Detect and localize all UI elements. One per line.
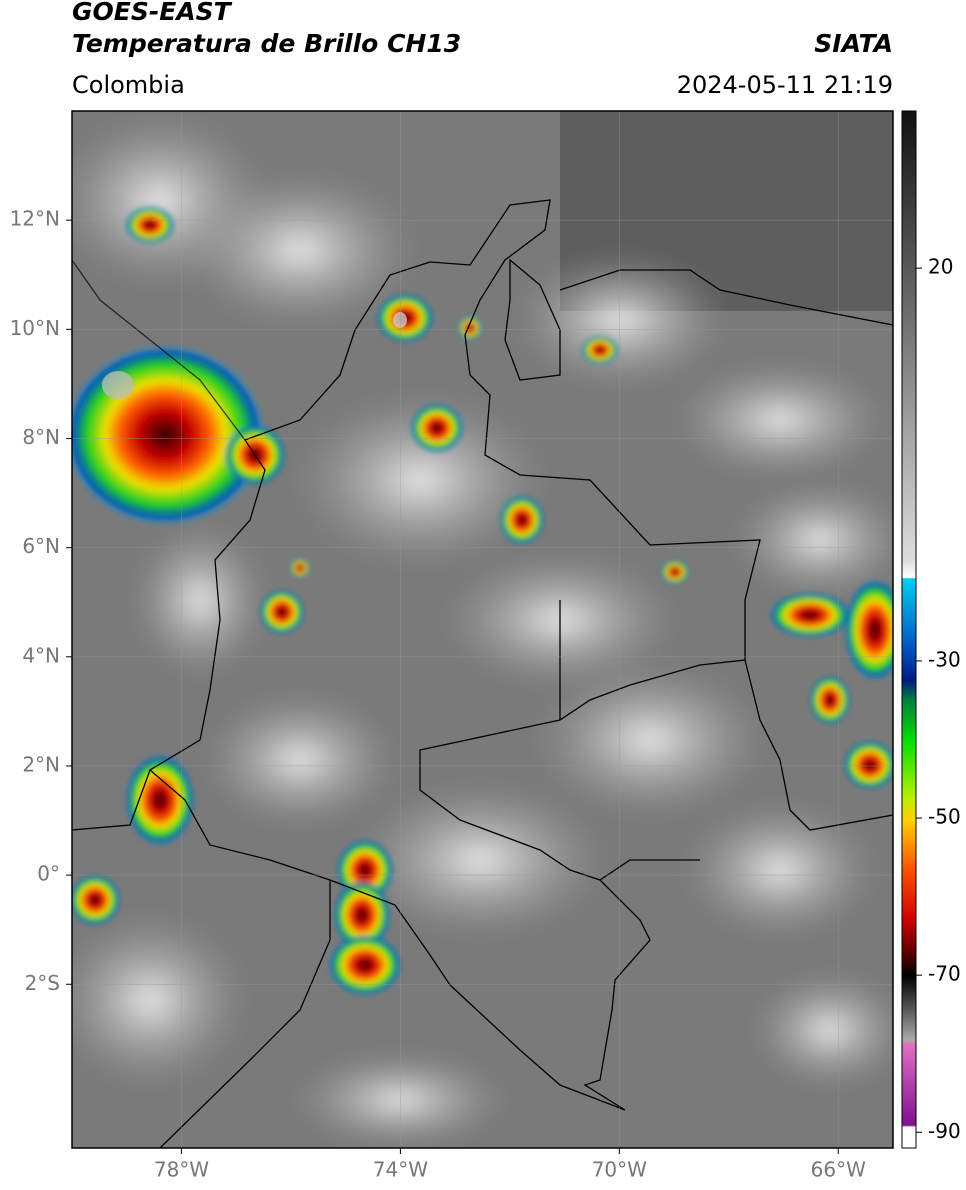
y-tick-label: 12°N	[10, 207, 60, 231]
x-tick-label: 70°W	[592, 1158, 647, 1182]
y-tick-label: 10°N	[10, 316, 60, 340]
region: Colombia	[72, 71, 185, 99]
colorbar-tick-label: -70	[928, 962, 961, 986]
source: SIATA	[814, 29, 893, 58]
y-tick-label: 8°N	[22, 425, 60, 449]
y-tick-label: 4°N	[22, 643, 60, 667]
map-frame	[71, 110, 894, 1149]
borders	[72, 199, 893, 1148]
x-tick-label: 74°W	[373, 1158, 428, 1182]
y-tick-label: 0°	[37, 862, 60, 886]
colorbar-tick-label: -50	[928, 805, 961, 829]
gridlines	[72, 111, 893, 1148]
satellite-image	[72, 111, 893, 1148]
colorbar-tick-label: -90	[928, 1119, 961, 1143]
colorbar	[901, 110, 917, 1149]
y-tick-label: 2°N	[22, 752, 60, 776]
title-line2: Temperatura de Brillo CH13	[72, 29, 461, 58]
y-tick-label: 6°N	[22, 534, 60, 558]
y-tick-label: 2°S	[25, 971, 60, 995]
title-line1: GOES-EAST	[72, 0, 233, 26]
datetime: 2024-05-11 21:19	[677, 71, 893, 99]
colorbar-tick-label: 20	[928, 255, 953, 279]
colorbar-tick-label: -30	[928, 647, 961, 671]
x-tick-label: 78°W	[154, 1158, 209, 1182]
x-tick-label: 66°W	[811, 1158, 866, 1182]
